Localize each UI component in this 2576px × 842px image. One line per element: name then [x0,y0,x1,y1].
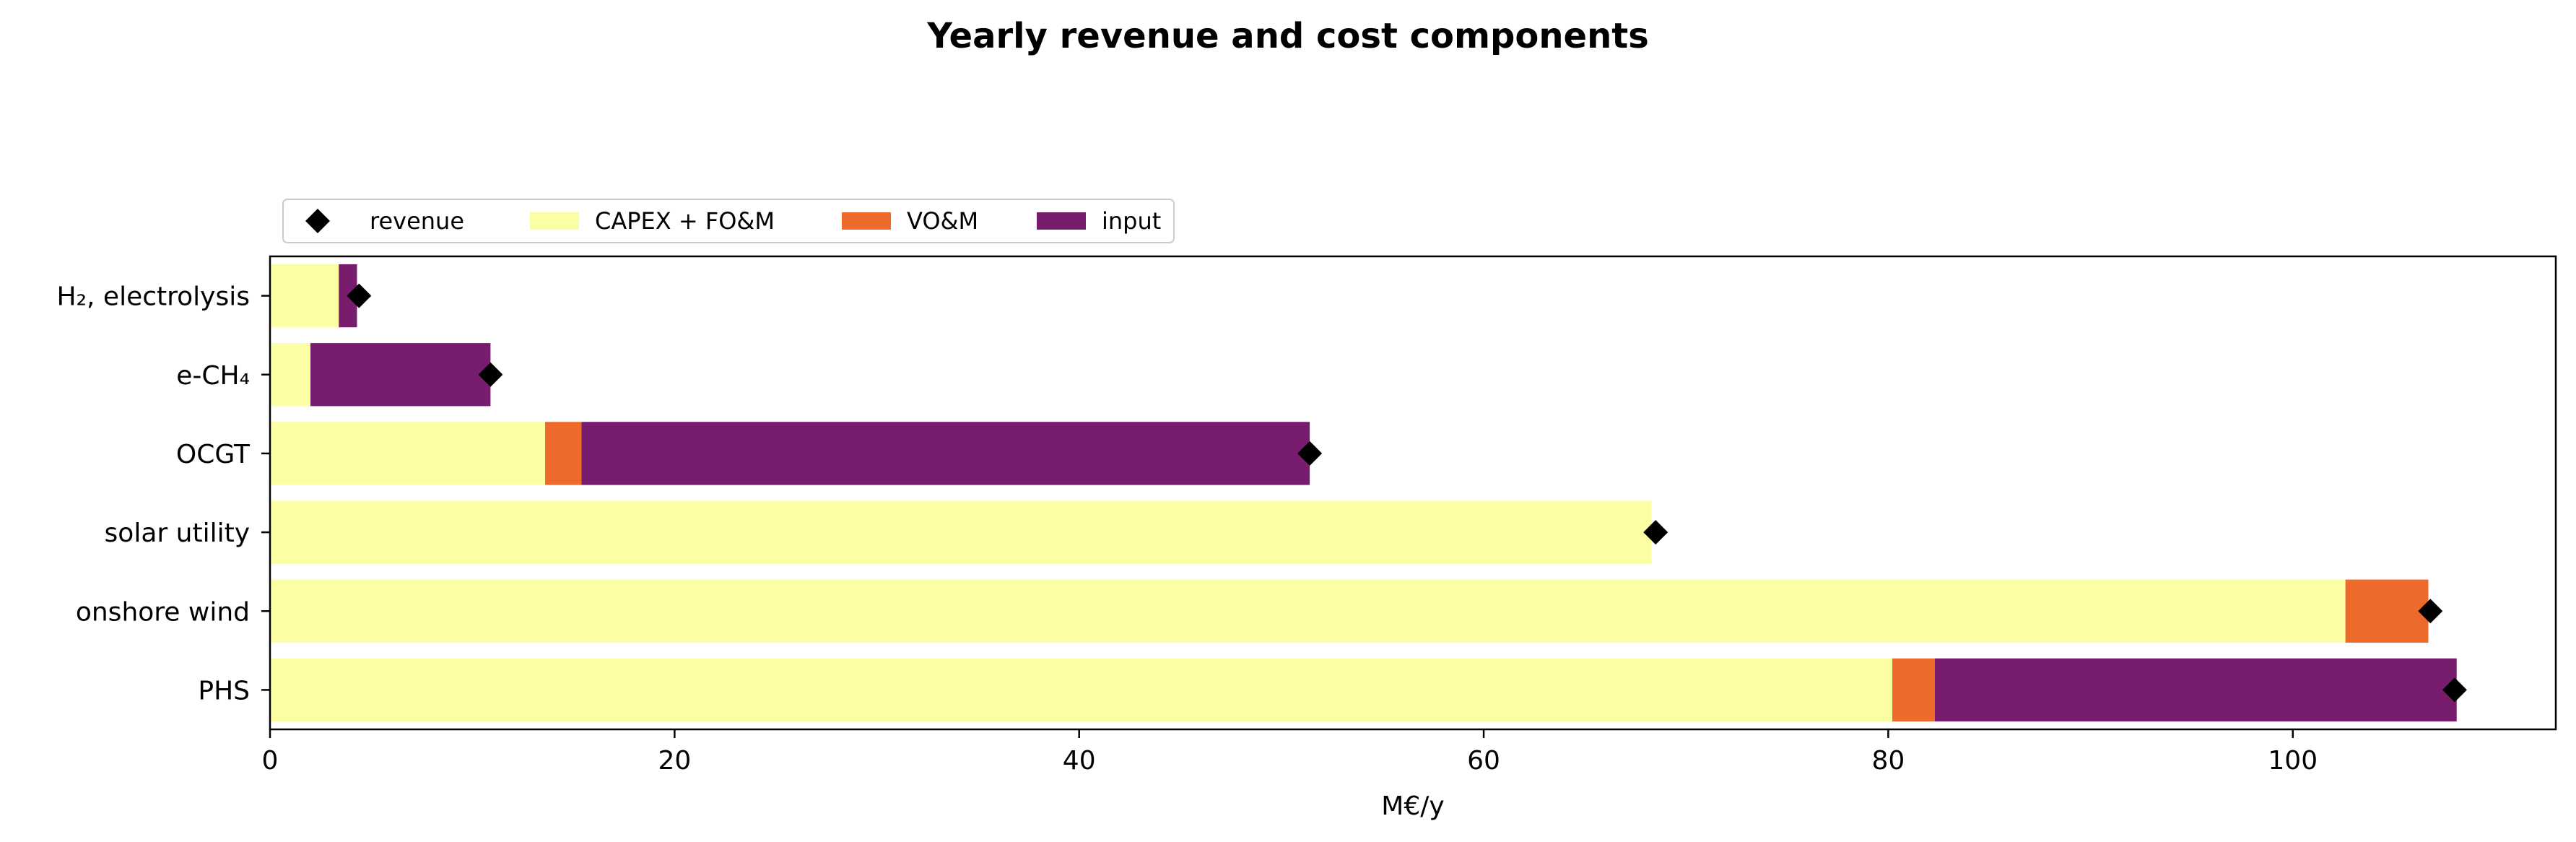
y-tick-label: OCGT [176,440,251,469]
revenue-marker [1297,440,1323,466]
bar-segment [581,422,1310,485]
y-tick-label: onshore wind [76,597,250,627]
revenue-marker [347,283,372,308]
plot-frame [269,255,2557,731]
bar-segment [1934,658,2457,722]
bar-segment [310,343,491,407]
x-tick-label: 60 [1467,746,1500,776]
y-tick-label: PHS [198,676,250,706]
legend-frame [282,199,1175,243]
x-tick-label: 40 [1063,746,1096,776]
bar-segment [270,500,1652,564]
x-tick-label: 100 [2268,746,2318,776]
x-tick-label: 20 [658,746,691,776]
bar-segment [1892,658,1935,722]
y-tick-label: solar utility [105,518,250,548]
x-axis-label: M€/y [1381,791,1444,821]
legend-marker [305,209,330,233]
legend-swatch [1037,212,1086,230]
bar-segment [2345,579,2429,643]
revenue-marker [2418,599,2443,624]
legend-label: VO&M [907,207,978,235]
x-tick-label: 80 [1872,746,1905,776]
legend-label: revenue [370,207,464,235]
bar-segment [270,264,339,328]
x-axis: 0 20 40 60 80 100 [262,729,2318,776]
bar-stacks [270,264,2457,722]
revenue-marker [2442,677,2467,703]
bar-segment [545,422,582,485]
chart-title: Yearly revenue and cost components [926,16,1649,56]
bar-segment [270,343,311,407]
legend-swatch [530,212,579,230]
legend-swatch [842,212,891,230]
y-axis: H₂, electrolysis e-CH₄ OCGT solar utility on… [57,282,270,706]
y-tick-label: e-CH₄ [176,361,250,391]
bar-segment [270,579,2346,643]
revenue-markers [347,283,2467,703]
legend-label: input [1102,207,1161,235]
x-tick-label: 0 [262,746,279,776]
legend-label: CAPEX + FO&M [595,207,775,235]
revenue-marker [1643,520,1668,545]
revenue-marker [478,362,503,387]
legend: revenue CAPEX + FO&M VO&M input [282,199,1175,243]
y-tick-label: H₂, electrolysis [57,282,250,312]
bar-segment [270,658,1893,722]
bar-segment [270,422,546,485]
